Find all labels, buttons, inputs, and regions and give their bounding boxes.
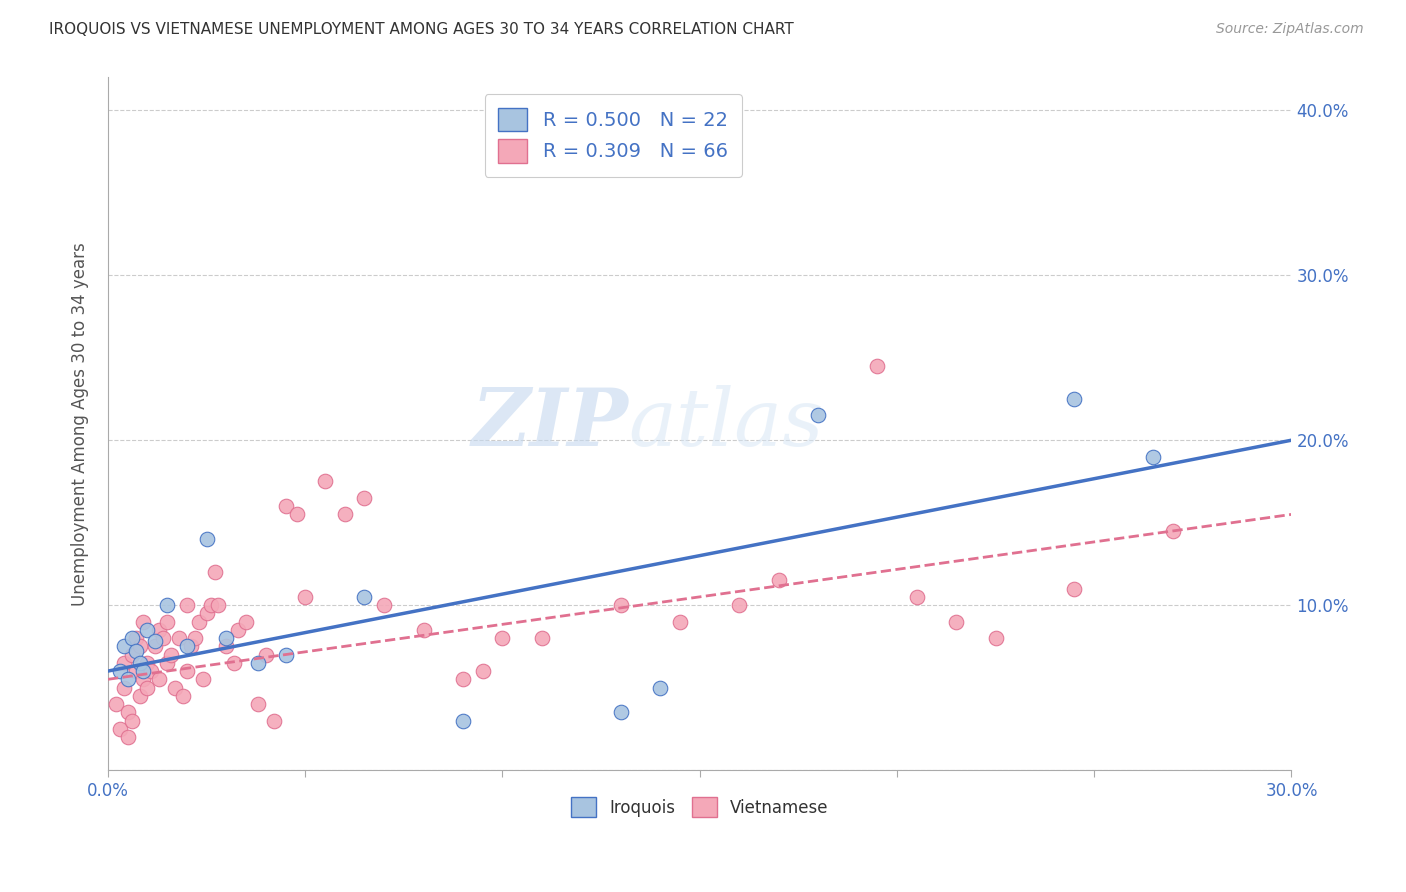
Point — [128, 640, 150, 654]
Point — [195, 607, 218, 621]
Point — [108, 722, 131, 736]
Point — [246, 697, 269, 711]
Point — [148, 623, 170, 637]
Point — [160, 648, 183, 662]
Point — [124, 664, 146, 678]
Point — [1142, 450, 1164, 464]
Point — [768, 574, 790, 588]
Point — [254, 648, 277, 662]
Point — [124, 644, 146, 658]
Point — [610, 706, 633, 720]
Legend: Iroquois, Vietnamese: Iroquois, Vietnamese — [564, 790, 835, 824]
Point — [176, 598, 198, 612]
Point — [274, 499, 297, 513]
Point — [180, 640, 202, 654]
Y-axis label: Unemployment Among Ages 30 to 34 years: Unemployment Among Ages 30 to 34 years — [72, 242, 89, 606]
Point — [263, 714, 285, 728]
Point — [141, 664, 163, 678]
Point — [285, 508, 308, 522]
Point — [136, 681, 159, 695]
Point — [195, 532, 218, 546]
Point — [650, 681, 672, 695]
Point — [156, 598, 179, 612]
Text: IROQUOIS VS VIETNAMESE UNEMPLOYMENT AMONG AGES 30 TO 34 YEARS CORRELATION CHART: IROQUOIS VS VIETNAMESE UNEMPLOYMENT AMON… — [49, 22, 794, 37]
Point — [945, 615, 967, 629]
Point — [187, 615, 209, 629]
Point — [165, 681, 187, 695]
Point — [226, 623, 249, 637]
Point — [184, 631, 207, 645]
Point — [112, 640, 135, 654]
Point — [156, 615, 179, 629]
Point — [224, 656, 246, 670]
Point — [1063, 392, 1085, 406]
Point — [132, 615, 155, 629]
Point — [143, 634, 166, 648]
Point — [132, 673, 155, 687]
Point — [807, 409, 830, 423]
Text: ZIP: ZIP — [472, 385, 628, 462]
Point — [124, 631, 146, 645]
Point — [412, 623, 434, 637]
Point — [905, 590, 928, 604]
Point — [176, 640, 198, 654]
Point — [451, 673, 474, 687]
Point — [451, 714, 474, 728]
Point — [143, 640, 166, 654]
Point — [112, 656, 135, 670]
Text: atlas: atlas — [628, 385, 824, 462]
Point — [984, 631, 1007, 645]
Point — [176, 664, 198, 678]
Point — [104, 697, 127, 711]
Point — [274, 648, 297, 662]
Point — [172, 689, 194, 703]
Point — [353, 491, 375, 505]
Point — [333, 508, 356, 522]
Point — [200, 598, 222, 612]
Point — [294, 590, 316, 604]
Point — [530, 631, 553, 645]
Point — [136, 623, 159, 637]
Point — [117, 730, 139, 744]
Point — [246, 656, 269, 670]
Point — [204, 565, 226, 579]
Point — [728, 598, 751, 612]
Point — [136, 656, 159, 670]
Point — [215, 631, 238, 645]
Point — [152, 631, 174, 645]
Point — [156, 656, 179, 670]
Point — [128, 689, 150, 703]
Point — [148, 673, 170, 687]
Point — [167, 631, 190, 645]
Point — [1063, 582, 1085, 596]
Point — [117, 706, 139, 720]
Point — [132, 664, 155, 678]
Point — [373, 598, 395, 612]
Point — [207, 598, 229, 612]
Point — [121, 648, 143, 662]
Point — [491, 631, 513, 645]
Point — [1161, 524, 1184, 538]
Point — [117, 673, 139, 687]
Point — [191, 673, 214, 687]
Point — [471, 664, 494, 678]
Point — [235, 615, 257, 629]
Point — [121, 631, 143, 645]
Point — [669, 615, 692, 629]
Point — [121, 714, 143, 728]
Text: Source: ZipAtlas.com: Source: ZipAtlas.com — [1216, 22, 1364, 37]
Point — [128, 656, 150, 670]
Point — [215, 640, 238, 654]
Point — [314, 475, 336, 489]
Point — [108, 664, 131, 678]
Point — [112, 681, 135, 695]
Point — [866, 359, 889, 373]
Point — [353, 590, 375, 604]
Point — [610, 598, 633, 612]
